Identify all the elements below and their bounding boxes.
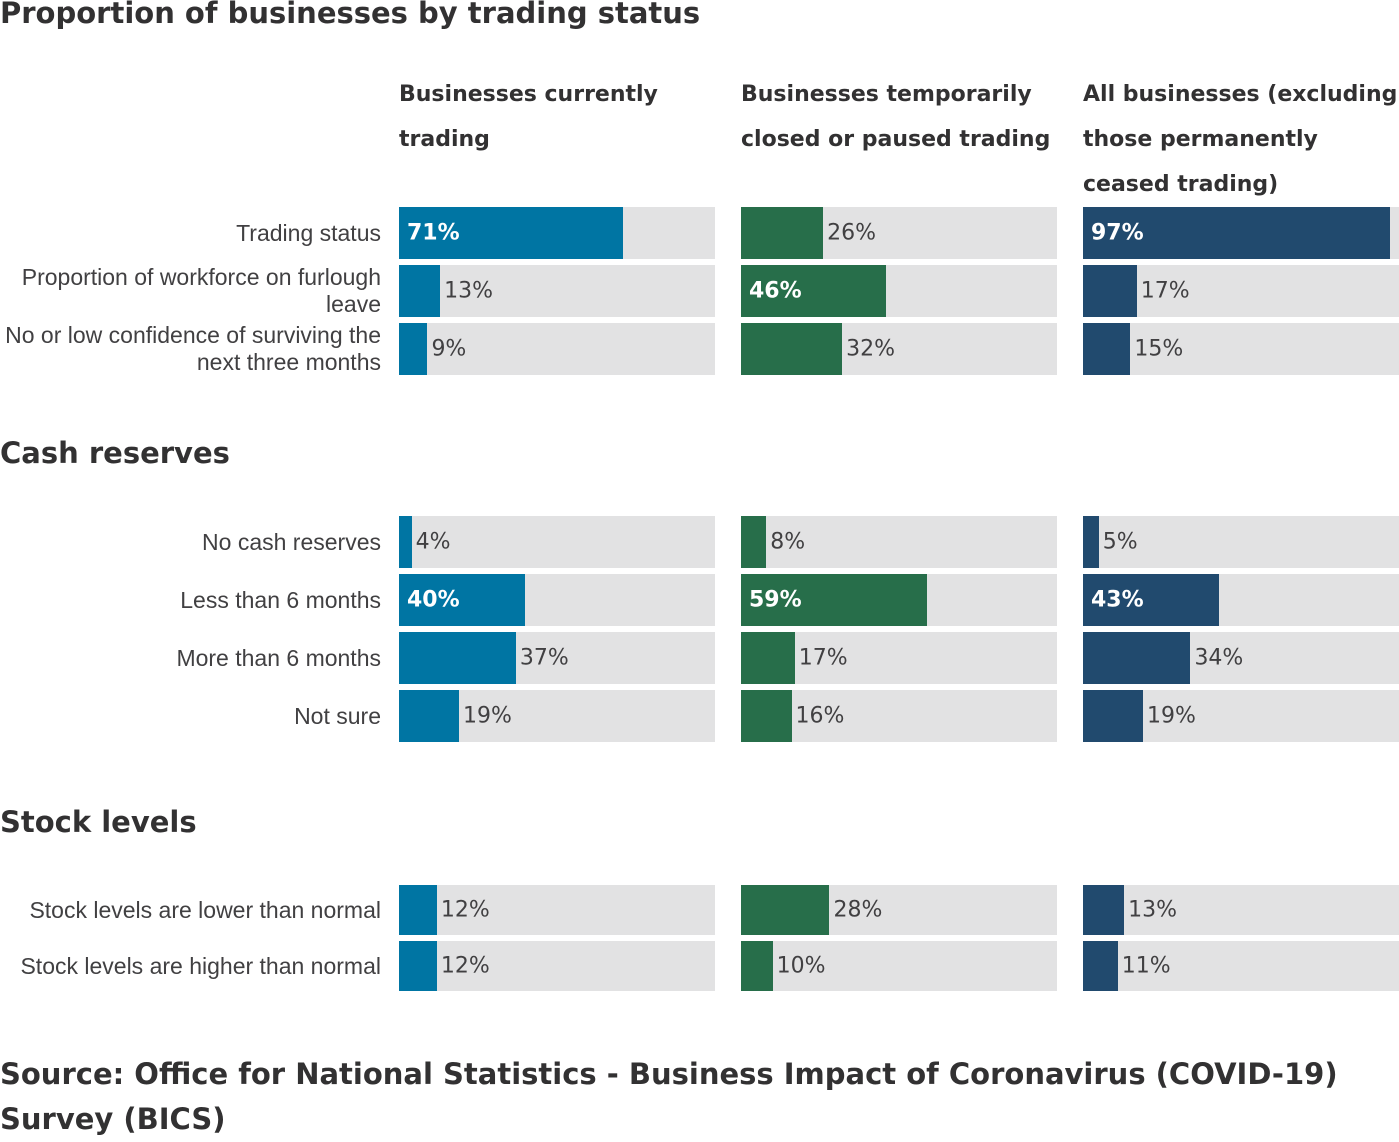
row-label: Proportion of workforce on furlough leav… [21,264,381,317]
data-label: 16% [795,703,845,729]
group-title-cash-reserves: Cash reserves [0,436,230,470]
bar [399,574,526,626]
bar-track: 13% [1083,885,1399,935]
data-label: 26% [827,220,877,246]
bar [1083,632,1191,684]
data-label: 40% [407,587,460,613]
bar-track: 11% [1083,941,1399,991]
bar [399,941,437,991]
bar-track: 17% [1083,265,1399,317]
bar-track: 12% [399,941,715,991]
bar-track: 15% [1083,323,1399,375]
bar [399,265,441,317]
bar-track: 19% [1083,690,1399,742]
bar [1083,265,1137,317]
row-label: Stock levels are lower than normal [29,896,381,923]
bar [741,265,887,317]
bar-track: 4% [399,516,715,568]
data-label: 17% [1140,278,1190,304]
bar [1083,516,1099,568]
bar [741,323,843,375]
bar-track: 32% [741,323,1057,375]
bar [1083,323,1131,375]
row-label: Less than 6 months [180,586,381,613]
data-label: 8% [770,529,806,555]
bar-track: 10% [741,941,1057,991]
row-label: No cash reserves [202,528,381,555]
data-label: 46% [749,278,802,304]
data-label: 71% [407,220,460,246]
bar-track: 97% [1083,207,1399,259]
bar-track: 40% [399,574,715,626]
chart-title: Proportion of businesses by trading stat… [0,0,701,30]
bar-track: 71% [399,207,715,259]
bar [1083,885,1125,935]
bar-track: 13% [399,265,715,317]
data-label: 5% [1102,529,1138,555]
data-label: 34% [1194,645,1244,671]
column-header-currently-trading: Businesses currently trading [399,82,658,152]
bar-track: 26% [741,207,1057,259]
data-label: 9% [431,336,467,362]
bar [741,516,767,568]
bar-track: 37% [399,632,715,684]
data-label: 37% [519,645,569,671]
bar [1083,207,1390,259]
data-label: 15% [1134,336,1184,362]
row-label: Not sure [294,702,381,729]
bar [741,690,792,742]
bar [1083,690,1144,742]
bar [741,207,824,259]
column-header-temporarily-closed: Businesses temporarily closed or paused … [741,82,1051,152]
bar-track: 46% [741,265,1057,317]
bar [399,632,516,684]
bar [399,885,437,935]
row-label: More than 6 months [176,644,381,671]
bar [399,516,412,568]
group-title-stock-levels: Stock levels [0,805,197,839]
source-note: Source: Office for National Statistics -… [0,1057,1338,1136]
row-label: Stock levels are higher than normal [20,952,381,979]
data-label: 13% [444,278,493,304]
bar-track: 17% [741,632,1057,684]
bar-track: 34% [1083,632,1399,684]
data-label: 97% [1091,220,1144,246]
data-label: 12% [440,897,490,923]
data-label: 19% [1147,703,1196,729]
bar [741,574,928,626]
data-label: 59% [749,587,802,613]
bar-track: 59% [741,574,1057,626]
data-label: 28% [833,897,883,923]
data-label: 19% [463,703,512,729]
bar-track: 28% [741,885,1057,935]
bar [1083,574,1219,626]
data-label: 13% [1128,897,1177,923]
row-label: Trading status [236,219,381,246]
bar [399,323,428,375]
data-label: 11% [1121,953,1171,979]
row-label: No or low confidence of surviving the ne… [5,322,381,375]
data-label: 4% [415,529,451,555]
bar [741,885,830,935]
data-label: 12% [440,953,490,979]
bar [741,941,773,991]
bar-track: 16% [741,690,1057,742]
bar-track: 12% [399,885,715,935]
bar-track: 19% [399,690,715,742]
bar [741,632,795,684]
bar-track: 9% [399,323,715,375]
bar [399,690,460,742]
column-header-all-businesses: All businesses (excluding those permanen… [1083,82,1398,197]
bar [1083,941,1118,991]
data-label: 43% [1091,587,1144,613]
bar-track: 5% [1083,516,1399,568]
bar-track: 8% [741,516,1057,568]
data-label: 10% [776,953,826,979]
data-label: 32% [846,336,896,362]
data-label: 17% [798,645,848,671]
bar-track: 43% [1083,574,1399,626]
bar [399,207,624,259]
